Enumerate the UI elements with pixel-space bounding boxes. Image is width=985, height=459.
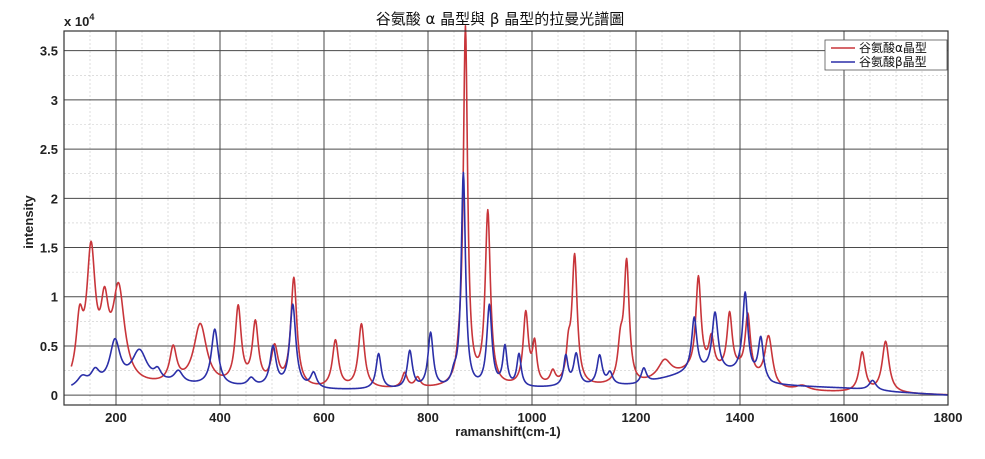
x-tick-label: 1400 (726, 410, 755, 425)
x-axis-ticks: 200 400 600 800 1000 1200 1400 1600 1800 (105, 410, 962, 425)
y-axis-ticks: 0 0.5 1 1.5 2 2.5 3 3.5 (40, 44, 58, 403)
y-tick-label: 0 (51, 388, 58, 403)
x-tick-label: 800 (417, 410, 439, 425)
series-beta-line (70, 171, 949, 396)
x-tick-label: 600 (313, 410, 335, 425)
y-tick-label: 2.5 (40, 142, 58, 157)
legend-box (824, 39, 948, 71)
minor-grid (63, 31, 948, 405)
y-tick-label: 3.5 (40, 44, 58, 59)
plot-area (64, 31, 948, 405)
x-tick-label: 200 (105, 410, 127, 425)
legend-label-alpha: 谷氨酸α晶型 (859, 40, 927, 55)
x-tick-label: 1600 (830, 410, 859, 425)
x-tick-label: 400 (209, 410, 231, 425)
y-axis-label: intensity (21, 195, 36, 249)
legend: 谷氨酸α晶型 谷氨酸β晶型 (824, 39, 948, 71)
x-tick-label: 1800 (934, 410, 963, 425)
chart-title: 谷氨酸 α 晶型與 β 晶型的拉曼光譜圖 (376, 10, 625, 28)
plot-frame (63, 30, 949, 406)
x-tick-label: 1200 (622, 410, 651, 425)
y-exponent-label: x 104 (64, 12, 94, 29)
major-grid (64, 31, 949, 405)
series-layer (70, 25, 949, 396)
y-tick-label: 0.5 (40, 339, 58, 354)
legend-label-beta: 谷氨酸β晶型 (859, 54, 927, 69)
y-tick-label: 1.5 (40, 241, 58, 256)
x-axis-label: ramanshift(cm-1) (455, 424, 560, 439)
x-tick-label: 1000 (518, 410, 547, 425)
y-tick-label: 3 (51, 93, 58, 108)
y-tick-label: 2 (51, 191, 58, 206)
y-tick-label: 1 (51, 290, 58, 305)
